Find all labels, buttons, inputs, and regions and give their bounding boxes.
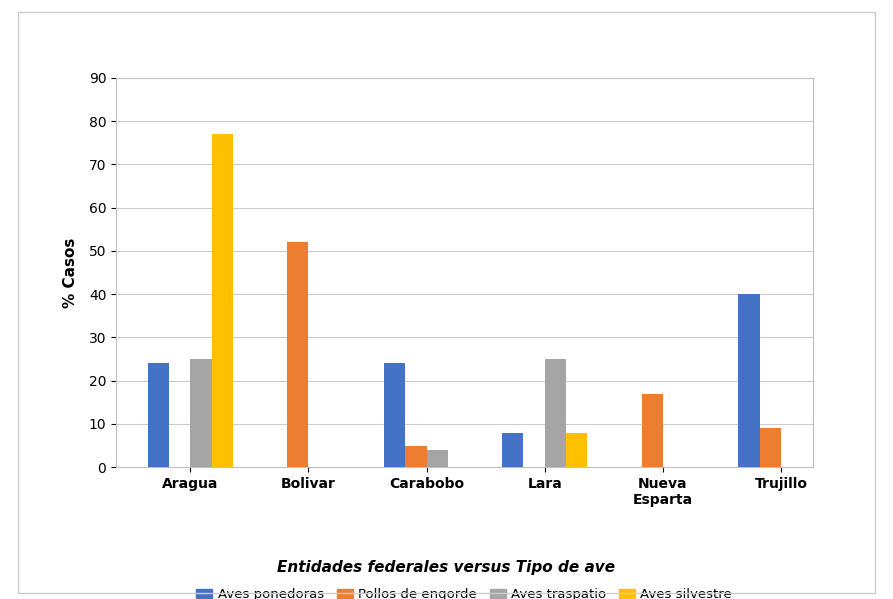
- Bar: [147, 364, 169, 467]
- Legend: Aves ponedoras, Pollos de engorde, Aves traspatio, Aves silvestre: Aves ponedoras, Pollos de engorde, Aves …: [191, 583, 738, 599]
- Bar: [545, 359, 566, 467]
- Bar: [190, 359, 212, 467]
- Y-axis label: % Casos: % Casos: [63, 237, 78, 308]
- Bar: [760, 428, 781, 467]
- Text: Entidades federales versus Tipo de ave: Entidades federales versus Tipo de ave: [278, 560, 615, 575]
- Bar: [739, 294, 760, 467]
- Bar: [405, 446, 427, 467]
- Bar: [427, 450, 447, 467]
- Bar: [212, 134, 233, 467]
- Bar: [288, 242, 308, 467]
- Bar: [502, 432, 523, 467]
- Bar: [384, 364, 405, 467]
- Bar: [641, 394, 663, 467]
- Bar: [566, 432, 588, 467]
